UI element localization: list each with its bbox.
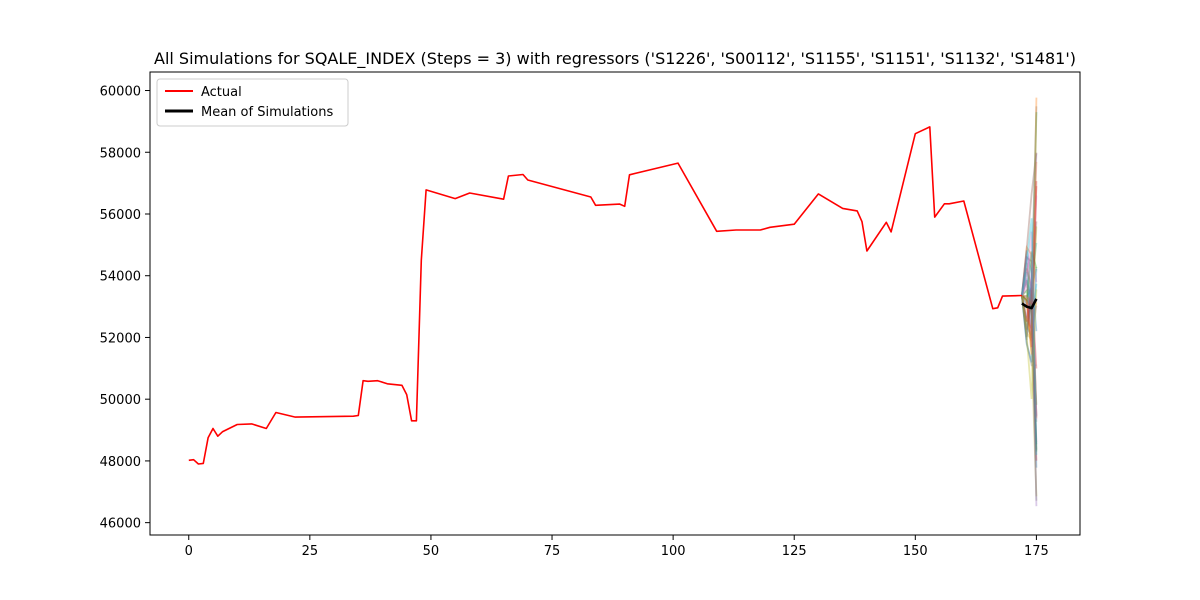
simulation-line	[1021, 262, 1038, 501]
x-tick-label: 0	[185, 544, 193, 559]
simulation-line	[1021, 268, 1038, 369]
y-tick-label: 60000	[100, 85, 141, 100]
simulation-line	[1021, 218, 1038, 455]
simulation-lines	[1021, 97, 1038, 507]
simulation-line	[1021, 226, 1038, 338]
mean-series-line	[1021, 298, 1038, 310]
y-tick-label: 46000	[100, 517, 141, 532]
y-tick-label: 48000	[100, 455, 141, 470]
chart-title: All Simulations for SQALE_INDEX (Steps =…	[154, 49, 1076, 69]
x-tick-label: 50	[423, 544, 440, 559]
simulation-line	[1021, 112, 1038, 344]
x-tick-label: 150	[903, 544, 928, 559]
simulation-line	[1021, 152, 1038, 296]
x-tick-label: 175	[1024, 544, 1049, 559]
simulation-line	[1021, 295, 1037, 367]
simulation-line	[1021, 266, 1038, 338]
y-axis: 46000 48000 50000 52000 54000 56000 58000 60000	[100, 85, 150, 532]
y-tick-label: 56000	[100, 208, 141, 223]
simulation-line	[1021, 289, 1038, 399]
simulation-line	[1021, 186, 1038, 333]
simulation-line	[1021, 97, 1038, 355]
simulation-line	[1021, 244, 1038, 419]
x-tick-label: 100	[661, 544, 686, 559]
simulation-line	[1021, 242, 1038, 307]
simulation-line	[1021, 252, 1038, 296]
simulation-line	[1021, 295, 1038, 331]
simulation-line	[1021, 181, 1038, 348]
legend: Actual Mean of Simulations	[156, 78, 349, 127]
simulation-line	[1021, 256, 1038, 507]
actual-series-line	[188, 126, 1022, 465]
simulation-line	[1021, 285, 1038, 468]
y-tick-label: 58000	[100, 146, 141, 161]
simulation-line	[1021, 153, 1038, 319]
simulation-line	[1021, 289, 1038, 461]
legend-label-mean: Mean of Simulations	[201, 105, 333, 120]
x-tick-label: 125	[782, 544, 807, 559]
y-tick-label: 50000	[100, 393, 141, 408]
simulation-line	[1021, 231, 1038, 420]
simulation-line	[1021, 106, 1038, 340]
simulation-line	[1021, 161, 1038, 307]
y-tick-label: 52000	[100, 331, 141, 346]
series-lines	[188, 126, 1038, 465]
simulation-line	[1021, 294, 1038, 405]
x-axis: 0 25 50 75 100 125 150 175	[185, 535, 1049, 559]
x-tick-label: 25	[302, 544, 319, 559]
simulation-line	[1021, 281, 1038, 416]
simulation-line	[1021, 255, 1038, 417]
simulation-line	[1021, 283, 1038, 340]
simulation-line	[1021, 111, 1038, 303]
simulation-line	[1021, 294, 1038, 497]
legend-label-actual: Actual	[201, 85, 242, 100]
simulation-line	[1021, 251, 1038, 302]
x-tick-label: 75	[544, 544, 561, 559]
simulation-line	[1021, 278, 1038, 445]
simulation-line	[1021, 268, 1038, 363]
plot-frame	[149, 71, 1081, 536]
y-tick-label: 54000	[100, 270, 141, 285]
simulation-line	[1021, 295, 1038, 450]
simulation-line	[1021, 195, 1038, 299]
legend-box	[156, 78, 349, 127]
simulation-line	[1021, 221, 1038, 330]
simulation-line	[1021, 280, 1038, 422]
simulation-line	[1021, 288, 1038, 443]
simulation-line	[1021, 289, 1038, 452]
